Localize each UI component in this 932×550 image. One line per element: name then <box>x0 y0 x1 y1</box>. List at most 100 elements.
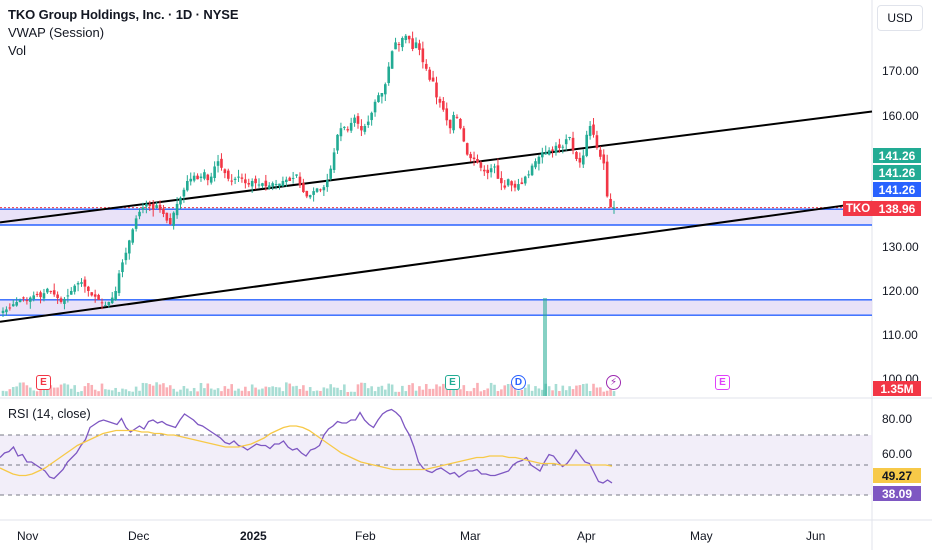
candle-body <box>380 93 384 97</box>
volume-bar <box>380 385 384 396</box>
volume-bar <box>445 385 449 396</box>
volume-bar <box>401 385 404 396</box>
candle-body <box>564 139 568 145</box>
volume-bar <box>370 386 373 396</box>
volume-bar <box>148 384 152 396</box>
candle-body <box>599 149 602 157</box>
candle-body <box>141 207 145 210</box>
volume-bar <box>127 391 131 396</box>
volume-bar <box>346 391 350 396</box>
volume-bar <box>244 386 247 396</box>
volume-bar <box>100 383 104 396</box>
candle-body <box>343 126 346 128</box>
candle-body <box>271 183 274 187</box>
candle-body <box>83 279 87 287</box>
volume-bar <box>431 388 435 396</box>
candle-body <box>523 176 527 184</box>
candle-body <box>134 218 138 229</box>
volume-bar <box>414 390 418 396</box>
price-tick: 110.00 <box>882 328 918 342</box>
volume-bar <box>343 384 346 396</box>
candle-body <box>530 165 534 176</box>
volume-bar <box>87 383 90 396</box>
volume-bar <box>83 386 87 396</box>
blue-price-tag: 141.26 <box>873 182 921 197</box>
candle-body <box>493 166 496 168</box>
volume-bar <box>558 391 561 396</box>
candle-body <box>315 188 319 192</box>
volume-bar <box>230 384 233 396</box>
candle-body <box>124 252 128 261</box>
volume-bar <box>104 389 107 396</box>
volume-bar <box>76 391 80 396</box>
volume-bar <box>220 391 223 396</box>
candle-body <box>213 166 216 179</box>
candle-body <box>612 207 616 209</box>
candle-body <box>1 310 5 313</box>
volume-bar <box>612 391 616 396</box>
volume-bar <box>59 384 63 396</box>
volume-bar <box>571 389 575 396</box>
volume-bar <box>138 390 141 396</box>
candle-body <box>223 169 227 174</box>
volume-bar <box>11 387 15 396</box>
volume-bar <box>1 390 5 396</box>
volume-bar <box>592 383 595 396</box>
volume-bar <box>39 387 42 396</box>
candle-body <box>513 183 517 188</box>
currency-button[interactable]: USD <box>877 5 923 31</box>
candle-body <box>244 179 247 184</box>
rsi-line <box>0 408 613 484</box>
vwap-indicator-label[interactable]: VWAP (Session) <box>8 25 105 40</box>
earnings-event-icon[interactable]: E <box>715 375 730 390</box>
volume-bar <box>547 386 551 396</box>
candle-body <box>465 143 469 155</box>
symbol-title[interactable]: TKO Group Holdings, Inc. · 1D · NYSE <box>8 7 239 22</box>
volume-bar <box>319 390 322 396</box>
volume-bar <box>267 387 271 396</box>
volume-bar <box>599 387 602 396</box>
volume-bar <box>482 390 486 396</box>
candle-body <box>537 156 541 164</box>
dividend-event-icon[interactable]: D <box>511 375 526 390</box>
candle-body <box>575 152 578 159</box>
volume-bar <box>325 388 329 396</box>
candle-body <box>360 125 363 131</box>
candle-body <box>547 150 551 155</box>
volume-bar <box>329 384 332 396</box>
volume-bar <box>496 391 500 396</box>
split-event-icon[interactable]: ⚡ <box>606 375 621 390</box>
volume-bar <box>73 385 76 396</box>
lower-trend-line <box>0 200 873 323</box>
volume-bar <box>308 387 312 396</box>
candle-body <box>114 291 117 301</box>
volume-bar <box>384 389 387 396</box>
candle-body <box>486 169 490 174</box>
candle-body <box>179 197 182 205</box>
candle-body <box>387 66 391 84</box>
volume-bar <box>107 389 111 396</box>
candle-body <box>73 285 76 292</box>
volume-bar <box>63 383 66 396</box>
candle-body <box>107 302 111 306</box>
volume-bar <box>223 386 227 396</box>
candle-body <box>571 137 575 151</box>
volume-bar <box>250 384 254 396</box>
earnings-event-icon[interactable]: E <box>445 375 460 390</box>
support-zone-lower-fill <box>0 299 872 316</box>
volume-bar <box>442 383 445 396</box>
rsi-tick: 60.00 <box>882 447 913 461</box>
volume-bar <box>602 391 606 396</box>
volume-bar <box>506 384 510 396</box>
candle-body <box>288 177 292 181</box>
candle-body <box>551 149 554 152</box>
candle-body <box>370 112 373 121</box>
candle-body <box>373 101 377 113</box>
candle-body <box>302 183 305 192</box>
volume-bar <box>530 390 534 396</box>
rsi-indicator-label[interactable]: RSI (14, close) <box>8 407 91 421</box>
volume-indicator-label[interactable]: Vol <box>8 43 27 58</box>
volume-bar <box>285 382 288 396</box>
earnings-event-icon[interactable]: E <box>36 375 51 390</box>
